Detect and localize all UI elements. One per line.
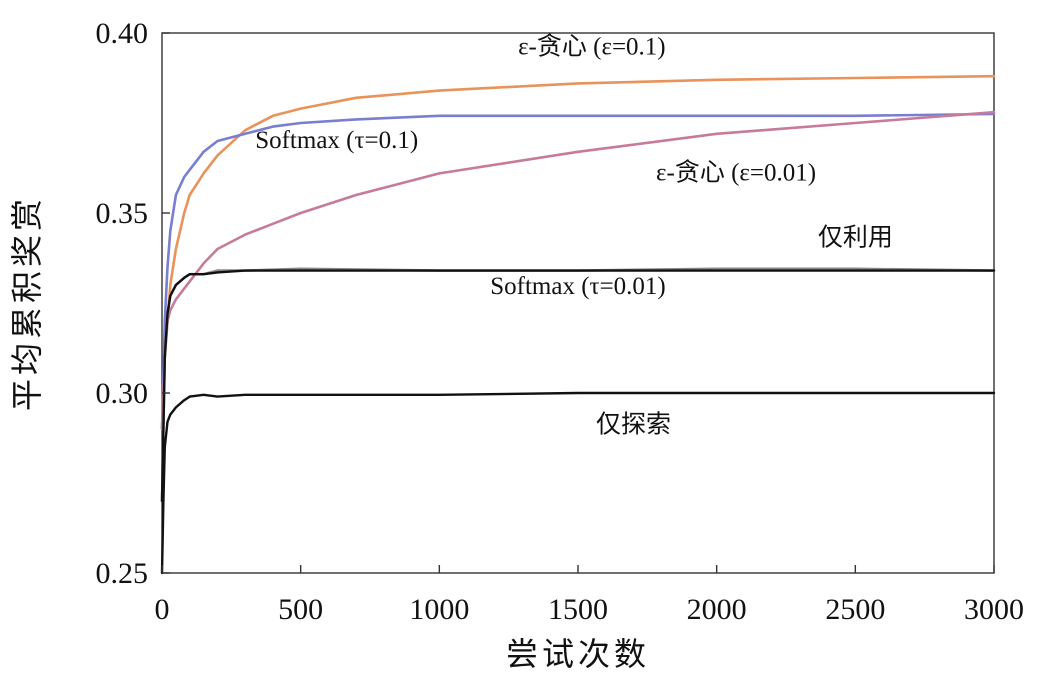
series-line-5: [160, 269, 996, 503]
series-line-3: [160, 110, 996, 431]
plot-frame: [161, 32, 995, 574]
series-annotation-4: 仅利用: [818, 222, 893, 251]
y-axis-title: 平均累积奖赏: [8, 195, 46, 411]
x-tick-label: 2500: [825, 593, 885, 626]
y-tick-label: 0.35: [96, 197, 149, 230]
x-tick-label: 0: [155, 593, 170, 626]
x-tick-label: 2000: [687, 593, 747, 626]
x-tick-label: 3000: [964, 593, 1024, 626]
plot-area-border: [161, 32, 995, 574]
x-tick-label: 1000: [409, 593, 469, 626]
series-annotation-5: Softmax (τ=0.01): [490, 273, 666, 300]
annotations: ε-贪心 (ε=0.1) Softmax (τ=0.1) ε-贪心 (ε=0.01)…: [255, 33, 893, 439]
x-tick-label: 1500: [548, 593, 608, 626]
series-annotation-2: Softmax (τ=0.1): [255, 127, 418, 154]
x-tick-label: 500: [278, 593, 323, 626]
y-axis: 0.25 0.30 0.35 0.40: [96, 17, 170, 590]
series-layer: [160, 74, 996, 575]
series-line-1: [160, 74, 996, 431]
series-annotation-1: ε-贪心 (ε=0.1): [518, 33, 666, 61]
series-annotation-6: 仅探索: [596, 410, 671, 439]
series-line-4: [160, 267, 996, 503]
x-axis: 0 500 1000 1500 2000 2500 3000: [155, 565, 1024, 626]
series-line-6: [160, 391, 996, 575]
x-axis-title: 尝试次数: [506, 635, 650, 673]
y-tick-label: 0.25: [96, 557, 149, 590]
y-tick-label: 0.30: [96, 377, 149, 410]
series-annotation-3: ε-贪心 (ε=0.01): [656, 159, 816, 187]
series-line-2: [160, 112, 996, 431]
y-tick-label: 0.40: [96, 17, 149, 50]
